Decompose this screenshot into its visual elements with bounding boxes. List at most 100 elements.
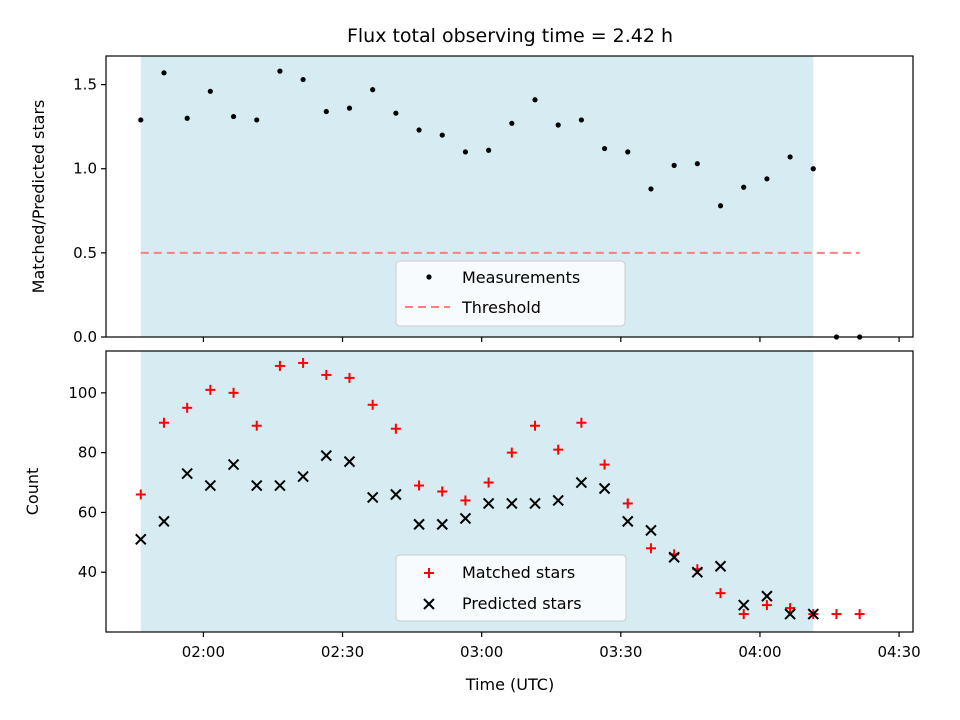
matched-star-point	[437, 486, 448, 497]
x-axis-label: Time (UTC)	[465, 675, 554, 694]
count-y-tick-label: 60	[78, 503, 97, 521]
matched-star-point	[645, 543, 656, 554]
legend-threshold-label: Threshold	[461, 298, 541, 317]
predicted-star-point	[761, 590, 773, 602]
ratio-legend-box	[395, 260, 626, 327]
measurement-point	[625, 149, 631, 155]
predicted-star-point	[181, 467, 193, 480]
measurement-point	[555, 122, 561, 128]
predicted-star-point	[598, 482, 611, 495]
predicted-star-point	[227, 458, 240, 471]
matched-star-point	[715, 588, 726, 599]
ratio-y-tick-label: 0.5	[73, 244, 97, 262]
measurement-point	[416, 127, 422, 133]
predicted-star-point	[135, 533, 147, 546]
ratio-axes-frame	[105, 55, 914, 338]
predicted-star-point	[413, 518, 425, 531]
predicted-star-point	[436, 518, 448, 531]
measurement-point	[810, 166, 816, 172]
predicted-stars-points	[135, 449, 819, 620]
predicted-star-point	[668, 551, 680, 563]
matched-star-point	[854, 609, 865, 620]
measurement-point	[300, 76, 306, 83]
chart-title: Flux total observing time = 2.42 h	[347, 25, 673, 47]
matched-star-point	[530, 420, 541, 431]
matched-star-point	[831, 609, 842, 620]
measurement-point	[277, 68, 283, 74]
legend-measurements-marker	[426, 274, 432, 280]
predicted-star-point	[622, 515, 634, 528]
matched-star-point	[344, 372, 355, 383]
count-y-tick-label: 100	[68, 384, 97, 402]
ratio-panel: 0.0 0.5 1.0 1.5 Matched/Predicted stars Mea…	[29, 55, 914, 346]
matched-star-point	[135, 489, 146, 500]
measurement-point	[230, 113, 237, 120]
matched-star-point	[553, 444, 564, 455]
measurement-point	[184, 115, 190, 121]
legend-matched-label: Matched stars	[462, 563, 575, 582]
predicted-star-point	[691, 566, 704, 578]
matched-star-point	[158, 417, 169, 428]
matched-star-point	[321, 369, 332, 380]
measurement-point	[671, 162, 677, 168]
count-y-tick-label: 80	[78, 444, 97, 462]
count-y-label: Count	[23, 468, 42, 516]
ratio-y-tick-label: 1.0	[73, 160, 97, 178]
count-legend-box	[395, 554, 627, 622]
predicted-star-point	[552, 494, 564, 507]
measurement-point	[323, 108, 329, 115]
matched-star-point	[390, 423, 401, 434]
measurement-point	[486, 147, 492, 153]
matched-star-point	[228, 387, 239, 398]
x-tick-label: 03:00	[460, 643, 503, 661]
predicted-star-point	[714, 560, 727, 572]
matched-star-point	[576, 417, 587, 428]
measurement-point	[787, 154, 793, 160]
x-tick-label: 04:30	[877, 643, 920, 661]
measurement-point	[138, 117, 144, 123]
predicted-star-point	[297, 470, 309, 483]
measurement-point	[764, 176, 770, 182]
matched-star-point	[785, 603, 796, 614]
matched-star-point	[274, 360, 285, 371]
ratio-y-tick-label: 1.5	[73, 76, 97, 94]
legend-predicted-marker	[423, 598, 435, 610]
matched-star-point	[251, 420, 262, 431]
matched-star-point	[367, 399, 378, 410]
measurement-point	[648, 186, 654, 192]
x-axis-ticks: 02:00 02:30 03:00 03:30 04:00 04:30	[182, 337, 921, 661]
count-panel: 40 60 80 100 Count Matched stars Predicted …	[23, 350, 914, 633]
x-tick-label: 04:00	[738, 643, 781, 661]
predicted-star-point	[506, 497, 518, 510]
measurement-point	[161, 70, 167, 76]
ratio-y-tick-label: 0.0	[73, 328, 97, 346]
measurement-point	[439, 132, 445, 138]
matched-star-point	[205, 384, 216, 395]
measurement-point	[601, 145, 608, 152]
matched-star-point	[298, 357, 309, 368]
count-legend: Matched stars Predicted stars	[395, 554, 627, 622]
predicted-star-point	[738, 599, 750, 611]
measurement-point	[741, 184, 747, 190]
matched-star-point	[622, 498, 633, 509]
measurement-point	[393, 110, 399, 116]
measurement-point	[346, 105, 353, 111]
ratio-y-ticks: 0.0 0.5 1.0 1.5	[73, 76, 106, 346]
x-tick-label: 02:00	[182, 643, 225, 661]
measurement-point	[462, 149, 469, 155]
count-y-ticks: 40 60 80 100	[68, 384, 106, 581]
predicted-star-point	[390, 488, 402, 501]
measurement-point	[370, 87, 376, 93]
legend-matched-marker	[424, 568, 434, 578]
legend-predicted-label: Predicted stars	[462, 594, 582, 613]
predicted-star-point	[529, 497, 541, 510]
matched-star-point	[738, 609, 749, 620]
count-axes-frame	[105, 350, 914, 633]
matched-star-point	[506, 447, 517, 458]
predicted-star-point	[807, 608, 819, 620]
predicted-star-point	[645, 524, 657, 537]
predicted-star-point	[204, 479, 217, 492]
predicted-star-point	[251, 479, 263, 492]
matched-star-point	[483, 477, 494, 488]
predicted-star-point	[459, 512, 472, 525]
